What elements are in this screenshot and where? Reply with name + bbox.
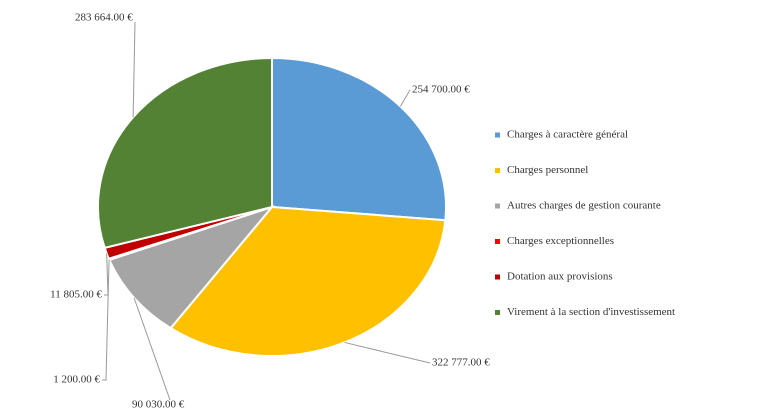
pie-slice [169, 205, 447, 357]
leader-line [344, 341, 431, 364]
data-label: 322 777.00 € [432, 357, 490, 369]
legend-swatch [495, 239, 500, 244]
legend-label: Autres charges de gestion courante [507, 200, 661, 212]
legend-swatch [495, 203, 500, 209]
legend-label: Charges à caractère général [507, 129, 628, 141]
legend-label: Charges exceptionnelles [507, 235, 614, 247]
leader-line [132, 21, 136, 118]
legend-swatch [495, 310, 500, 315]
legend-swatch [495, 132, 500, 138]
data-label: 11 805.00 € [50, 289, 102, 301]
data-label: 283 664.00 € [75, 12, 133, 24]
data-label: 254 700.00 € [412, 84, 470, 96]
leader-line [104, 253, 109, 296]
data-label: 90 030.00 € [132, 399, 185, 411]
legend-swatch [495, 274, 500, 280]
pie-slice [271, 56, 447, 222]
legend-swatch [495, 168, 500, 173]
leader-line [133, 297, 171, 401]
legend-label: Virement à la section d'investissement [507, 306, 675, 318]
legend-label: Charges personnel [507, 164, 588, 176]
leader-line [399, 89, 411, 107]
legend-label: Dotation aux provisions [507, 271, 613, 283]
leader-line [102, 259, 110, 381]
data-label: 1 200.00 € [53, 374, 100, 386]
